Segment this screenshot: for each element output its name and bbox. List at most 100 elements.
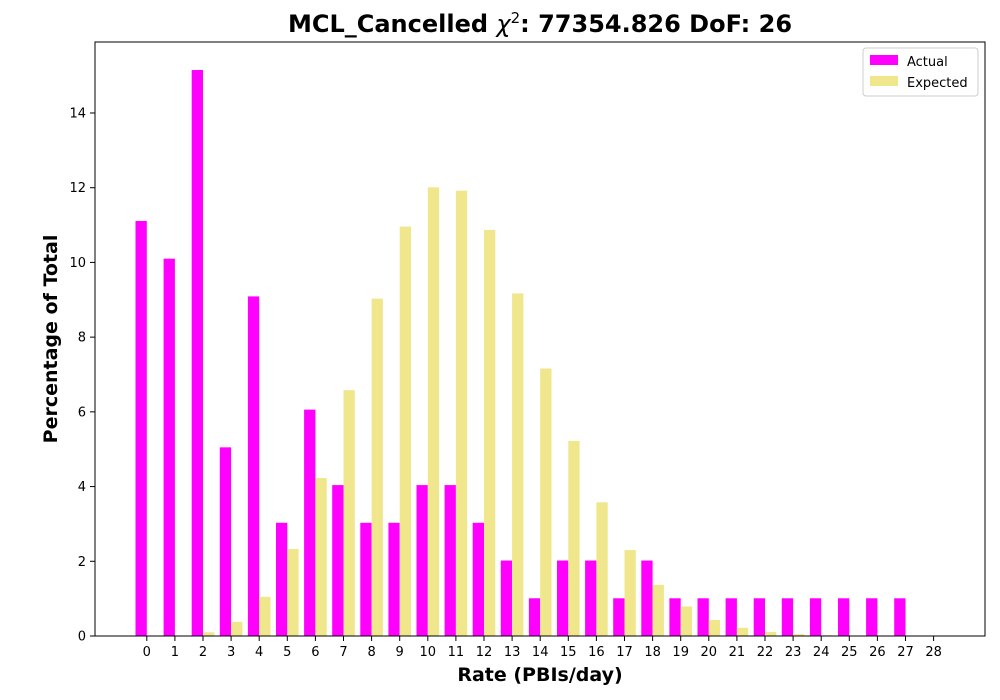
y-tick-label-12: 12 — [69, 181, 86, 196]
bar-expected-6 — [315, 477, 327, 636]
bar-actual-24 — [809, 598, 822, 636]
bar-expected-20 — [708, 619, 721, 636]
bar-expected-17 — [624, 550, 636, 636]
x-tick-label-22: 22 — [757, 645, 774, 660]
bar-expected-9 — [399, 226, 411, 637]
y-axis-label: Percentage of Total — [40, 235, 62, 444]
x-tick-label-26: 26 — [869, 645, 886, 660]
bar-actual-10 — [416, 485, 428, 636]
bar-actual-22 — [753, 598, 765, 636]
x-tick-label-13: 13 — [504, 645, 521, 660]
bar-expected-10 — [427, 187, 440, 636]
bar-expected-19 — [680, 606, 692, 636]
bar-expected-7 — [343, 390, 355, 636]
y-ticks-group: 0 2 4 6 8 10 12 14 — [69, 106, 95, 645]
bar-expected-5 — [287, 548, 299, 636]
plot-frame — [94, 41, 986, 637]
bar-expected-21 — [736, 627, 749, 636]
x-tick-label-8: 8 — [367, 645, 375, 660]
x-tick-label-3: 3 — [227, 645, 235, 660]
bar-expected-2 — [203, 632, 215, 636]
bar-actual-20 — [697, 598, 709, 636]
bar-actual-2 — [191, 70, 203, 636]
x-tick-label-17: 17 — [616, 645, 633, 660]
x-tick-label-21: 21 — [729, 645, 746, 660]
x-tick-label-12: 12 — [476, 645, 493, 660]
x-tick-label-4: 4 — [255, 645, 263, 660]
x-tick-label-23: 23 — [785, 645, 802, 660]
bar-actual-23 — [781, 598, 794, 636]
title-rest: : 77354.826 DoF: 26 — [520, 10, 792, 38]
bar-actual-12 — [472, 522, 484, 636]
y-tick-label-4: 4 — [78, 480, 86, 495]
x-tick-label-5: 5 — [283, 645, 291, 660]
bar-actual-4 — [247, 296, 260, 636]
bar-actual-11 — [444, 485, 456, 636]
y-tick-label-10: 10 — [69, 256, 86, 271]
title-main: MCL_Cancelled — [288, 10, 496, 38]
x-tick-label-24: 24 — [813, 645, 830, 660]
bar-actual-7 — [332, 485, 344, 636]
y-tick-label-0: 0 — [78, 630, 86, 645]
bar-actual-9 — [388, 522, 400, 636]
x-tick-label-0: 0 — [143, 645, 151, 660]
bar-expected-3 — [231, 621, 243, 636]
x-tick-label-25: 25 — [841, 645, 858, 660]
bar-expected-13 — [512, 293, 524, 636]
x-axis-label: Rate (PBIs/day) — [457, 664, 622, 686]
bar-expected-16 — [596, 502, 608, 636]
x-tick-label-27: 27 — [897, 645, 914, 660]
bar-actual-6 — [304, 409, 316, 636]
bar-actual-16 — [585, 560, 597, 636]
x-tick-label-20: 20 — [701, 645, 718, 660]
x-tick-label-11: 11 — [448, 645, 465, 660]
legend-swatch-expected — [870, 76, 898, 86]
bar-actual-5 — [276, 522, 288, 636]
x-ticks-group: 0 1 2 3 4 5 6 7 8 9 10 11 12 13 14 15 16 17 18 19 20 21 22 23 24… — [143, 636, 942, 660]
y-tick-label-8: 8 — [78, 331, 86, 346]
bar-expected-4 — [259, 596, 271, 636]
legend-label-actual: Actual — [907, 55, 948, 70]
x-tick-label-10: 10 — [420, 645, 437, 660]
bar-actual-18 — [641, 560, 653, 636]
bar-actual-21 — [725, 598, 737, 636]
bar-expected-11 — [455, 190, 468, 636]
bar-actual-14 — [528, 598, 541, 636]
legend: Actual Expected — [862, 47, 979, 97]
bar-expected-8 — [371, 298, 383, 636]
bar-actual-25 — [838, 598, 850, 636]
bars-group — [135, 70, 906, 637]
title-chi: χ — [494, 10, 511, 38]
title-exponent: 2 — [511, 9, 521, 27]
legend-label-expected: Expected — [907, 76, 968, 91]
bar-expected-15 — [568, 440, 580, 636]
bar-expected-23 — [793, 634, 805, 636]
x-tick-label-7: 7 — [339, 645, 347, 660]
bar-actual-26 — [866, 598, 878, 636]
x-tick-label-14: 14 — [532, 645, 549, 660]
x-tick-label-28: 28 — [925, 645, 942, 660]
y-tick-label-6: 6 — [78, 405, 86, 420]
x-tick-label-2: 2 — [199, 645, 207, 660]
bar-actual-0 — [135, 220, 147, 636]
x-tick-label-6: 6 — [311, 645, 319, 660]
bar-expected-22 — [765, 631, 777, 636]
bar-actual-8 — [360, 522, 372, 636]
bar-expected-14 — [540, 368, 552, 636]
chart-title: MCL_Cancelled χ2: 77354.826 DoF: 26 — [288, 9, 792, 38]
bar-expected-12 — [484, 229, 496, 636]
bar-actual-15 — [557, 560, 569, 636]
bar-expected-18 — [652, 584, 664, 636]
y-tick-label-2: 2 — [78, 555, 86, 570]
bar-actual-1 — [163, 258, 175, 636]
bar-actual-3 — [219, 447, 232, 636]
bar-actual-27 — [894, 598, 906, 636]
y-tick-label-14: 14 — [69, 106, 86, 121]
bar-actual-13 — [500, 560, 513, 636]
x-tick-label-9: 9 — [396, 645, 404, 660]
x-tick-label-18: 18 — [644, 645, 661, 660]
x-tick-label-1: 1 — [171, 645, 179, 660]
bar-actual-19 — [669, 598, 681, 636]
x-tick-label-15: 15 — [560, 645, 577, 660]
